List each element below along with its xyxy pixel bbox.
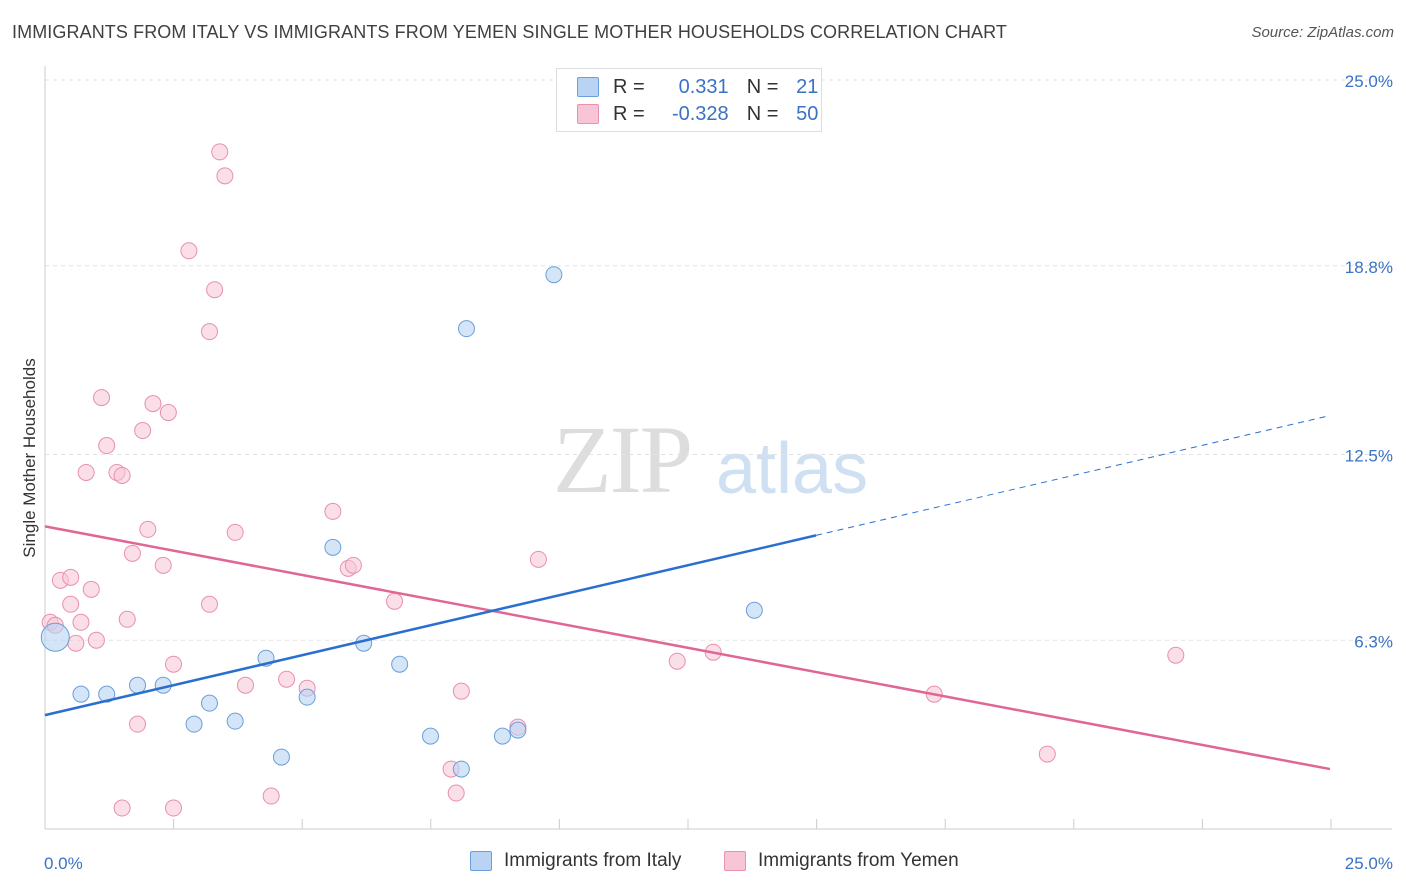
yemen-point [82, 580, 100, 598]
yemen-point [139, 520, 157, 538]
italy-point [298, 688, 316, 706]
yemen-legend-swatch [724, 851, 746, 871]
italy-point [185, 715, 203, 733]
italy-legend-label: Immigrants from Italy [504, 850, 682, 871]
yemen-point [113, 466, 131, 484]
legend-row-yemen: R = -0.328 N = 50 [577, 102, 818, 126]
italy-point [509, 721, 527, 739]
italy-point [324, 538, 342, 556]
chart-title: IMMIGRANTS FROM ITALY VS IMMIGRANTS FROM… [12, 22, 1007, 42]
yemen-point [154, 556, 172, 574]
italy-point [129, 676, 147, 694]
yemen-point [1038, 745, 1056, 763]
italy-point [745, 601, 763, 619]
italy-trend-extension [815, 415, 1331, 536]
yemen-point [93, 389, 111, 407]
yemen-point [134, 422, 152, 440]
yemen-point [386, 592, 404, 610]
legend-item-italy: Immigrants from Italy [470, 850, 681, 872]
italy-swatch [577, 77, 599, 97]
source-label: Source: ZipAtlas.com [1251, 24, 1394, 41]
italy-point [422, 727, 439, 745]
y-tick-label: 12.5% [1345, 447, 1393, 466]
yemen-n-value: 50 [796, 102, 819, 125]
yemen-point [62, 568, 80, 586]
yemen-point [144, 395, 162, 413]
yemen-point [206, 281, 224, 299]
yemen-r-value: -0.328 [671, 102, 729, 125]
yemen-point [123, 544, 141, 562]
yemen-point [87, 631, 105, 649]
yemen-point [236, 676, 254, 694]
x-tick-label: 25.0% [1345, 854, 1393, 873]
y-tick-label: 25.0% [1345, 72, 1393, 91]
legend-row-italy: R = 0.331 N = 21 [577, 75, 818, 99]
yemen-point [180, 242, 198, 260]
italy-trend-line [44, 534, 817, 717]
yemen-point [344, 556, 362, 574]
italy-point [545, 266, 563, 284]
yemen-point [165, 799, 182, 817]
yemen-point [447, 784, 465, 802]
watermark-zip: ZIP [553, 406, 693, 513]
italy-point [72, 685, 90, 703]
correlation-legend: R = 0.331 N = 21 R = -0.328 N = 50 [556, 68, 822, 132]
yemen-r-label: R = [613, 102, 645, 125]
x-tick-label: 0.0% [44, 854, 83, 873]
italy-point [391, 655, 409, 673]
yemen-point [200, 595, 218, 613]
italy-point [98, 685, 116, 703]
yemen-point [278, 670, 296, 688]
yemen-point [211, 143, 229, 161]
italy-n-label: N = [746, 75, 779, 98]
yemen-point [98, 437, 116, 455]
italy-r-value: 0.331 [678, 75, 729, 98]
yemen-point [262, 787, 280, 805]
yemen-point [668, 652, 686, 670]
yemen-legend-label: Immigrants from Yemen [758, 850, 959, 871]
yemen-point [62, 595, 80, 613]
italy-point [493, 727, 511, 745]
italy-point [452, 760, 470, 778]
italy-r-label: R = [613, 75, 645, 98]
y-tick-label: 18.8% [1345, 258, 1393, 277]
yemen-point [159, 404, 177, 422]
italy-n-value: 21 [796, 75, 819, 98]
italy-point [457, 320, 475, 338]
yemen-point [216, 167, 234, 185]
yemen-trend-line [44, 525, 1331, 771]
yemen-point [324, 502, 342, 520]
italy-legend-swatch [470, 851, 492, 871]
italy-point [200, 694, 218, 712]
italy-point [226, 712, 244, 730]
yemen-point [118, 610, 136, 628]
yemen-swatch [577, 104, 599, 124]
legend-item-yemen: Immigrants from Yemen [724, 850, 959, 872]
watermark-atlas: atlas [716, 429, 869, 509]
yemen-point [129, 715, 147, 733]
yemen-point [165, 655, 182, 673]
yemen-point [77, 463, 95, 481]
y-axis-label: Single Mother Households [20, 358, 39, 557]
series-legend: Immigrants from Italy Immigrants from Ye… [0, 850, 1406, 878]
y-tick-label: 6.3% [1354, 632, 1393, 651]
yemen-point [1167, 646, 1185, 664]
yemen-point [452, 682, 470, 700]
yemen-point [200, 323, 218, 341]
yemen-point [113, 799, 131, 817]
italy-point [272, 748, 290, 766]
yemen-point [67, 634, 85, 652]
yemen-point [72, 613, 90, 631]
yemen-point [226, 523, 244, 541]
italy-point [40, 622, 70, 652]
yemen-n-label: N = [746, 102, 779, 125]
yemen-point [529, 550, 547, 568]
